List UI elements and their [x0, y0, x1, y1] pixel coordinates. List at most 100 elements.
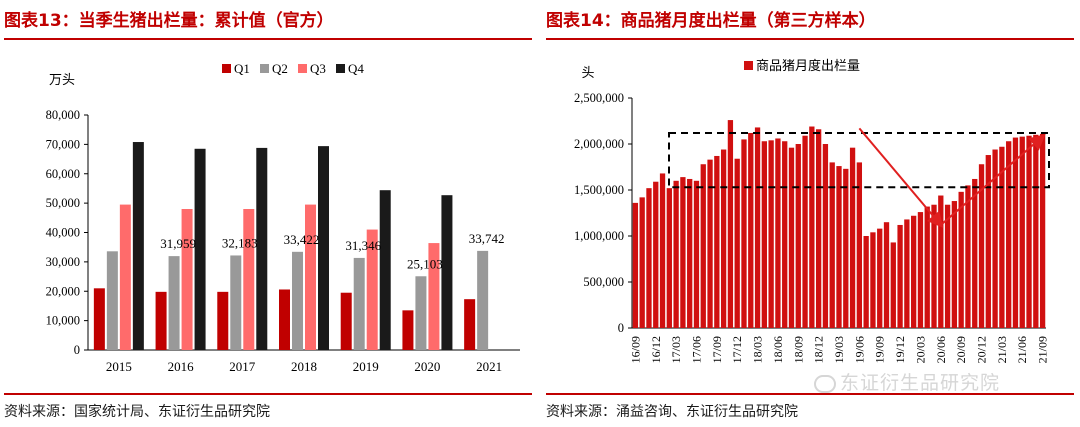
x-tick-label: 19/09	[873, 336, 887, 363]
right-figure-title: 图表14：商品猪月度出栏量（第三方样本）	[546, 11, 876, 31]
bar-21/07	[1026, 135, 1032, 328]
bar-q4-2017	[256, 147, 268, 350]
bar-17/11	[727, 120, 734, 328]
bar-18/01	[741, 139, 747, 328]
bar-18/12	[815, 129, 822, 328]
bar-q1-2015	[93, 288, 105, 350]
bar-q1-2020	[402, 310, 414, 350]
x-tick-label: 21/06	[1015, 336, 1029, 363]
bar-q1-2019	[340, 292, 352, 350]
highlight-band	[668, 131, 1050, 189]
bar-q4-2020	[441, 195, 453, 350]
bar-q3-2015	[119, 204, 131, 350]
left-figure-title: 图表13：当季生猪出栏量：累计值（官方）	[4, 11, 334, 31]
legend-swatch-q2	[260, 64, 269, 73]
y-tick-label: 60,000	[46, 167, 80, 181]
x-tick-label: 18/03	[751, 336, 765, 363]
legend-label: 商品猪月度出栏量	[756, 58, 860, 74]
bar-19/10	[883, 222, 890, 328]
bar-19/02	[829, 162, 835, 328]
bar-q2-2016	[168, 256, 180, 350]
bar-16/10	[639, 197, 645, 328]
y-axis-unit: 万头	[49, 73, 75, 88]
x-tick-label: 2019	[353, 359, 379, 374]
bar-20/08	[951, 201, 958, 328]
bar-17/07	[700, 164, 706, 328]
right-title-rule	[546, 38, 1074, 40]
bar-21/05	[1012, 137, 1019, 328]
bar-q2-2021	[477, 250, 489, 350]
x-tick-label: 19/12	[893, 336, 907, 363]
y-tick-label: 1,500,000	[574, 183, 624, 197]
x-tick-label: 17/03	[669, 336, 683, 363]
bar-21/04	[1006, 141, 1012, 328]
x-tick-label: 19/03	[832, 336, 846, 363]
wechat-icon	[814, 374, 836, 393]
bar-21/01	[985, 155, 991, 328]
y-tick-label: 70,000	[46, 137, 80, 151]
bar-q2-2019	[353, 257, 365, 350]
data-label: 32,183	[222, 235, 258, 250]
bar-19/09	[877, 228, 883, 328]
x-tick-label: 21/03	[995, 336, 1009, 363]
bar-16/09	[632, 202, 639, 328]
y-tick-label: 2,000,000	[574, 137, 624, 151]
x-tick-label: 20/09	[954, 336, 968, 363]
bar-20/11	[972, 178, 978, 328]
bar-21/09	[1039, 133, 1046, 328]
legend-swatch-q4	[336, 64, 345, 73]
bar-q4-2018	[318, 146, 329, 350]
y-tick-label: 40,000	[46, 226, 80, 240]
right-source-rule	[546, 393, 1074, 395]
bar-q4-2015	[132, 142, 144, 350]
bar-19/07	[863, 236, 869, 328]
bar-q3-2016	[181, 209, 193, 350]
bar-17/09	[714, 155, 720, 328]
left-chart: 万头 0 10,000 20,000 30,000 40,000 50,000 60,000 7…	[46, 61, 520, 374]
bar-19/06	[856, 162, 863, 328]
x-tick-label: 18/06	[771, 336, 785, 363]
x-tick-label: 20/03	[913, 336, 927, 363]
bar-19/03	[836, 166, 842, 328]
legend-swatch-q1	[222, 64, 231, 73]
watermark-text: 东证衍生品研究院	[840, 372, 1001, 394]
x-tick-label: 16/09	[628, 336, 642, 363]
y-tick-label: 0	[74, 343, 80, 357]
bar-q3-2018	[305, 204, 316, 350]
x-tick-label: 2021	[476, 359, 502, 374]
bar-q1-2021	[464, 299, 476, 350]
bar-q3-2019	[366, 229, 378, 350]
left-source-note: 资料来源：国家统计局、东证衍生品研究院	[4, 404, 270, 420]
watermark: 东证衍生品研究院	[814, 368, 1000, 395]
left-figure-panel: 图表13：当季生猪出栏量：累计值（官方） 万头 0 10,000 20,000 30,0…	[4, 11, 532, 420]
bar-18/05	[768, 140, 774, 328]
x-tick-label: 18/12	[812, 336, 826, 363]
x-tick-label: 21/09	[1036, 336, 1050, 363]
bar-q1-2016	[155, 291, 167, 350]
x-tick-label: 19/06	[852, 336, 866, 363]
bar-20/01	[904, 219, 910, 328]
x-tick-label: 2016	[168, 359, 195, 374]
y-tick-label: 0	[618, 321, 624, 335]
right-chart: 头 0 500,000 1,000,000 1,500,000 2,000,000 2,50…	[574, 58, 1050, 363]
x-tick-label: 17/12	[730, 336, 744, 363]
bar-20/04	[924, 206, 930, 328]
y-tick-label: 30,000	[46, 255, 80, 269]
bar-18/02	[748, 132, 754, 328]
data-label: 33,742	[469, 231, 505, 246]
bar-20/05	[931, 204, 937, 328]
trend-arrow-2	[940, 134, 1046, 226]
y-tick-label: 2,500,000	[574, 91, 624, 105]
bar-19/04	[843, 168, 849, 328]
x-tick-label: 2020	[414, 359, 440, 374]
x-tick-label: 17/09	[710, 336, 724, 363]
bar-20/02	[911, 215, 917, 328]
x-tick-label: 20/06	[934, 336, 948, 363]
bar-18/08	[788, 147, 795, 328]
bar-17/08	[707, 159, 713, 328]
legend-label-q3: Q3	[310, 61, 326, 76]
bar-20/10	[965, 185, 971, 328]
bar-19/05	[849, 147, 856, 328]
bar-q2-2018	[292, 251, 303, 350]
x-tick-label: 2018	[291, 359, 317, 374]
